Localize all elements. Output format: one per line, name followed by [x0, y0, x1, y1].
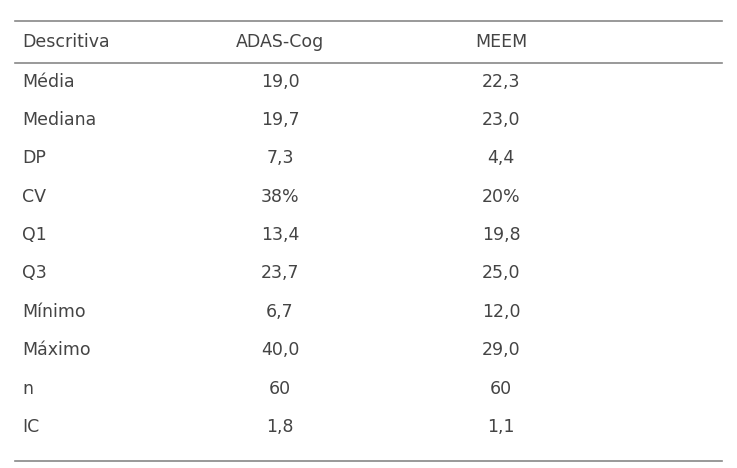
Text: 19,0: 19,0 [261, 73, 299, 90]
Text: 20%: 20% [482, 188, 520, 205]
Text: Máximo: Máximo [22, 341, 91, 359]
Text: n: n [22, 380, 33, 397]
Text: DP: DP [22, 149, 46, 167]
Text: Média: Média [22, 73, 74, 90]
Text: 7,3: 7,3 [266, 149, 294, 167]
Text: Q1: Q1 [22, 226, 47, 244]
Text: Q3: Q3 [22, 264, 47, 282]
Text: Mínimo: Mínimo [22, 303, 85, 321]
Text: CV: CV [22, 188, 46, 205]
Text: Descritiva: Descritiva [22, 33, 110, 51]
Text: ADAS-Cog: ADAS-Cog [236, 33, 324, 51]
Text: 60: 60 [269, 380, 291, 397]
Text: 1,8: 1,8 [266, 418, 294, 436]
Text: 19,7: 19,7 [261, 111, 299, 129]
Text: 4,4: 4,4 [488, 149, 514, 167]
Text: 12,0: 12,0 [482, 303, 520, 321]
Text: 22,3: 22,3 [482, 73, 520, 90]
Text: 19,8: 19,8 [482, 226, 520, 244]
Text: 23,7: 23,7 [261, 264, 299, 282]
Text: Mediana: Mediana [22, 111, 97, 129]
Text: IC: IC [22, 418, 39, 436]
Text: 6,7: 6,7 [266, 303, 294, 321]
Text: 29,0: 29,0 [482, 341, 520, 359]
Text: MEEM: MEEM [475, 33, 527, 51]
Text: 38%: 38% [261, 188, 299, 205]
Text: 60: 60 [490, 380, 512, 397]
Text: 23,0: 23,0 [482, 111, 520, 129]
Text: 25,0: 25,0 [482, 264, 520, 282]
Text: 40,0: 40,0 [261, 341, 299, 359]
Text: 1,1: 1,1 [487, 418, 515, 436]
Text: 13,4: 13,4 [261, 226, 299, 244]
